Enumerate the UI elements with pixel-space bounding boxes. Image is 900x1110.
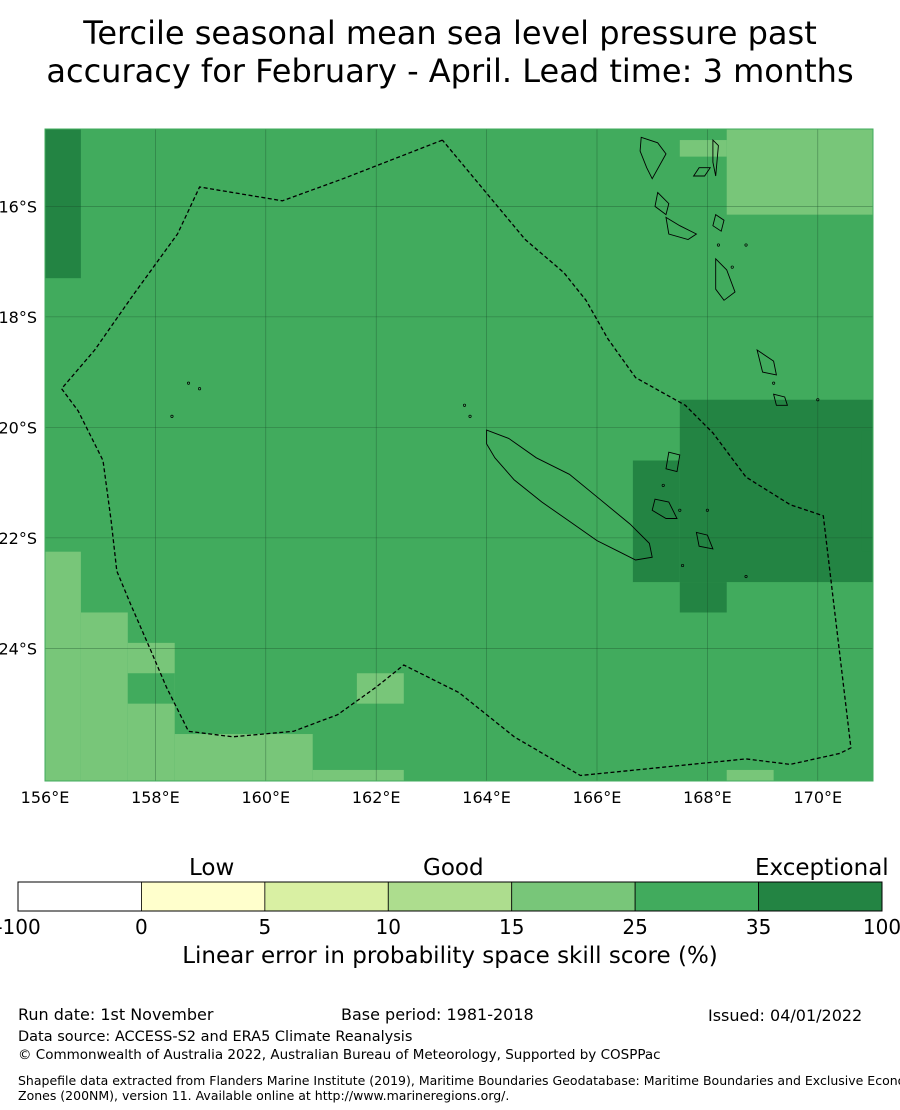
lat-tick-label: 16°S xyxy=(0,197,37,216)
skill-cell xyxy=(861,430,873,552)
islet xyxy=(705,508,709,512)
skill-cell xyxy=(679,140,727,157)
colorbar-category-good: Good xyxy=(423,855,484,881)
colorbar-swatch xyxy=(634,881,759,912)
island-outline xyxy=(665,216,698,240)
lat-tick-label: 22°S xyxy=(0,529,37,548)
shapefile-credit-line-1: Shapefile data extracted from Flanders M… xyxy=(18,1073,900,1088)
lon-tick-label: 156°E xyxy=(21,788,70,807)
island-outline xyxy=(756,348,777,376)
colorbar-swatch xyxy=(264,881,389,912)
colorbar-tick-label: 25 xyxy=(622,915,647,939)
islet xyxy=(716,243,720,247)
islet xyxy=(772,381,776,385)
base-period: Base period: 1981-2018 xyxy=(341,1005,534,1024)
colorbar-tick-label: 15 xyxy=(499,915,524,939)
islet xyxy=(468,414,472,418)
lat-tick-label: 24°S xyxy=(0,639,37,658)
island-outline xyxy=(772,393,789,406)
island-outline xyxy=(486,429,653,561)
colorbar-tick-label: 5 xyxy=(258,915,271,939)
islet xyxy=(816,398,820,402)
colorbar-category-exceptional: Exceptional xyxy=(755,855,889,881)
copyright: © Commonwealth of Australia 2022, Austra… xyxy=(18,1047,661,1063)
lon-tick-label: 160°E xyxy=(241,788,290,807)
skill-cell xyxy=(174,734,313,781)
island-outline xyxy=(695,531,714,550)
skill-cell xyxy=(679,399,873,583)
colorbar-swatch xyxy=(511,881,636,912)
skill-cell xyxy=(356,673,404,704)
colorbar-category-low: Low xyxy=(189,855,235,881)
colorbar-tick-label: 35 xyxy=(746,915,771,939)
island-outline xyxy=(712,213,725,232)
map-area xyxy=(45,129,873,781)
lat-tick-label: 20°S xyxy=(0,418,37,437)
colorbar-label: Linear error in probability space skill … xyxy=(182,943,718,969)
skill-cell xyxy=(127,642,175,781)
island-outline xyxy=(654,191,670,216)
colorbar-swatch xyxy=(387,881,513,912)
island-outline xyxy=(665,451,681,473)
islet xyxy=(661,483,665,487)
skill-cell xyxy=(312,769,404,781)
colorbar-tick-label: 0 xyxy=(135,915,148,939)
island-outline xyxy=(639,136,667,180)
skill-cell xyxy=(726,769,774,781)
skill-cell xyxy=(127,673,175,704)
skill-cell xyxy=(679,582,727,613)
lon-tick-label: 170°E xyxy=(793,788,842,807)
colorbar-swatch xyxy=(17,881,142,912)
data-source: Data source: ACCESS-S2 and ERA5 Climate … xyxy=(18,1029,413,1045)
lon-tick-label: 164°E xyxy=(462,788,511,807)
colorbar-tick-label: -100 xyxy=(0,915,41,939)
islet xyxy=(678,508,682,512)
colorbar-swatch xyxy=(141,881,266,912)
island-outline xyxy=(651,498,678,519)
shapefile-credit-line-2: Zones (200NM), version 11. Available onl… xyxy=(18,1088,510,1103)
skill-cell xyxy=(726,129,873,215)
islet xyxy=(744,243,748,247)
chart-title: Tercile seasonal mean sea level pressure… xyxy=(0,14,900,90)
islet xyxy=(170,414,174,418)
islet xyxy=(681,563,685,568)
island-outline xyxy=(715,257,736,301)
lon-tick-label: 158°E xyxy=(131,788,180,807)
colorbar-tick-label: 100 xyxy=(863,915,900,939)
skill-cell xyxy=(45,551,81,781)
colorbar-frame xyxy=(17,881,883,912)
islet xyxy=(186,381,191,385)
skill-cell xyxy=(45,129,81,279)
islet xyxy=(198,387,202,391)
lon-tick-label: 162°E xyxy=(352,788,401,807)
map-frame xyxy=(44,128,874,782)
colorbar-swatch xyxy=(758,881,883,912)
issued-date: Issued: 04/01/2022 xyxy=(708,1006,863,1025)
colorbar-tick-label: 10 xyxy=(376,915,401,939)
lon-tick-label: 166°E xyxy=(573,788,622,807)
title-line-2: accuracy for February - April. Lead time… xyxy=(46,52,854,90)
run-date: Run date: 1st November xyxy=(18,1005,214,1024)
island-outline xyxy=(712,139,719,177)
skill-cell xyxy=(80,612,128,781)
eez-boundary xyxy=(60,139,852,777)
lon-tick-label: 168°E xyxy=(683,788,732,807)
islet xyxy=(744,575,748,579)
island-outline xyxy=(692,167,712,177)
lat-tick-label: 18°S xyxy=(0,308,37,327)
title-line-1: Tercile seasonal mean sea level pressure… xyxy=(83,14,817,52)
skill-cell xyxy=(632,460,680,583)
islet xyxy=(462,403,467,407)
islet xyxy=(730,265,734,269)
